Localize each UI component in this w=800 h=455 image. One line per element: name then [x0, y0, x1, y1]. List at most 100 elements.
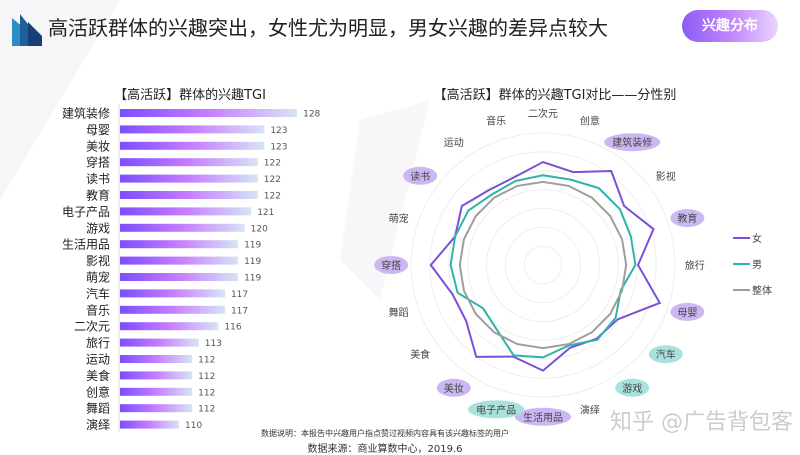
bar-label: 美妆 [86, 139, 110, 153]
watermark: 知乎 @广告背包客 [610, 410, 793, 435]
bar [120, 109, 298, 117]
bar-label: 萌宠 [86, 270, 110, 285]
axis-tag-bg [670, 209, 705, 228]
radar-ring [467, 189, 619, 341]
bar [120, 289, 225, 298]
page-title: 高活跃群体的兴趣突出，女性尤为明显，男女兴趣的差异点较大 [48, 16, 608, 40]
radar-axis-label: 读书 [410, 170, 430, 183]
bar-value: 112 [198, 372, 215, 382]
legend-label: 整体 [752, 284, 772, 297]
bar-value: 119 [244, 274, 261, 284]
bar-value: 116 [224, 323, 241, 333]
radar-axis-label: 演绎 [580, 403, 600, 416]
radar-series-female [429, 160, 662, 372]
axis-tag-bg [374, 256, 409, 274]
radar-axis-label: 美妆 [444, 382, 464, 395]
radar-ring [523, 245, 563, 285]
radar-axis-label: 影视 [656, 170, 676, 183]
radar-axis-label: 运动 [444, 137, 464, 149]
radar-axis-label: 生活用品 [523, 411, 563, 424]
bar-label: 游戏 [86, 221, 110, 235]
bar [120, 191, 258, 199]
data-note: 数据说明：本报告中兴趣用户指点赞过视频内容具有该兴趣标签的用户 [261, 429, 509, 438]
bar [120, 273, 239, 281]
radar-axis-label: 创意 [580, 115, 600, 128]
radar-ring [504, 226, 582, 304]
radar-axis-label: 教育 [677, 212, 697, 225]
axis-tag-bg [615, 378, 650, 397]
bar-value: 128 [303, 110, 320, 120]
bar [120, 305, 225, 314]
axis-tag-bg [604, 133, 661, 152]
data-source: 数据来源：商业算数中心，2019.6 [307, 444, 463, 455]
bar [120, 355, 193, 363]
radar-axis-label: 穿搭 [381, 259, 401, 272]
bar-label: 教育 [86, 188, 110, 203]
axis-tag-bg [515, 407, 571, 426]
bar-label: 穿搭 [86, 155, 110, 170]
radar-ring [485, 207, 601, 323]
axis-tag-bg [648, 345, 683, 364]
bar [120, 174, 258, 183]
bar [120, 223, 245, 232]
bar-value: 122 [264, 159, 281, 169]
bar-label: 读书 [86, 172, 110, 186]
bar-label: 演绎 [86, 417, 110, 432]
bar-value: 117 [231, 290, 248, 300]
legend-label: 女 [752, 232, 762, 245]
axis-tag-bg [403, 166, 438, 185]
bar-value: 120 [251, 224, 268, 234]
bar-label: 美食 [86, 368, 110, 383]
radar-series-male [449, 174, 637, 359]
bar [120, 338, 199, 347]
bar-label: 旅行 [86, 336, 110, 350]
radar-axis-label: 游戏 [622, 382, 642, 395]
radar-axis-label: 舞蹈 [389, 307, 409, 319]
axis-tag-bg [468, 400, 525, 419]
bar-value: 112 [198, 356, 215, 366]
legend-label: 男 [752, 259, 762, 271]
bar-value: 122 [264, 192, 281, 202]
logo-icon [12, 14, 42, 46]
bar [120, 322, 219, 331]
bar-value: 123 [270, 142, 287, 152]
radar-axis-label: 汽车 [656, 348, 676, 361]
bar-value: 119 [244, 241, 261, 251]
bar-label: 音乐 [86, 302, 110, 317]
bar [120, 256, 239, 265]
bar-label: 电子产品 [62, 205, 110, 219]
radar-series-overall [458, 180, 628, 350]
bar [120, 387, 193, 396]
bar-value: 112 [198, 405, 215, 415]
axis-tag-bg [436, 378, 471, 397]
bar [120, 158, 258, 167]
bar-chart-title: 【高活跃】群体的兴趣TGI [114, 88, 266, 103]
bar [120, 420, 180, 429]
bar-value: 112 [198, 388, 215, 398]
bar-label: 二次元 [74, 320, 110, 334]
bar-value: 121 [257, 208, 274, 218]
bar-value: 119 [244, 257, 261, 267]
bar-value: 122 [264, 175, 281, 185]
bar-label: 母婴 [86, 123, 110, 137]
radar-axis-label: 旅行 [685, 259, 705, 272]
radar-ring [429, 151, 657, 379]
bar-label: 舞蹈 [86, 402, 110, 416]
radar-axis-label: 电子产品 [476, 403, 516, 416]
radar-axis-label: 建筑装修 [612, 136, 652, 149]
bar [120, 404, 193, 413]
bar-value: 110 [185, 421, 202, 431]
bar [120, 125, 265, 134]
bar-label: 汽车 [86, 286, 110, 301]
bar-label: 建筑装修 [62, 106, 110, 121]
bar-label: 创意 [86, 384, 110, 399]
radar-ring [410, 132, 676, 398]
bar-value: 113 [205, 339, 222, 349]
bar-label: 影视 [86, 253, 110, 268]
radar-axis-label: 美食 [410, 348, 430, 361]
radar-axis-label: 萌宠 [389, 212, 409, 225]
bar-label: 生活用品 [62, 238, 110, 252]
radar-axis-label: 二次元 [528, 107, 558, 120]
